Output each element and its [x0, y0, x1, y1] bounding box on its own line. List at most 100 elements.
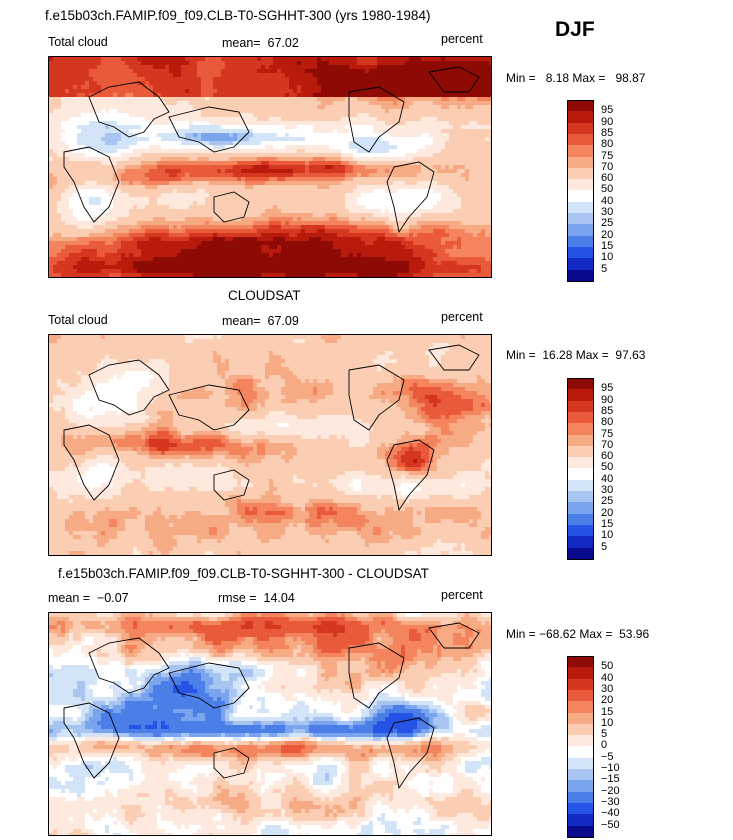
panel1-max-label: Max =	[572, 71, 606, 85]
colorbar-label: 95	[601, 104, 614, 117]
colorbar-label: −15	[601, 773, 620, 786]
panel3-field	[49, 613, 491, 835]
panel1-min-label: Min =	[506, 71, 536, 85]
coastline	[348, 86, 405, 153]
panel3-map	[48, 612, 492, 836]
panel2-min-value: 16.28	[542, 348, 573, 362]
colorbar-label: 10	[601, 716, 614, 729]
colorbar-label: 70	[601, 438, 614, 451]
colorbar-label: 70	[601, 160, 614, 173]
coastline	[428, 622, 480, 649]
panel2-field	[49, 335, 491, 555]
panel3-min-label: Min =	[506, 627, 536, 641]
coastline	[213, 469, 250, 501]
colorbar-label: 50	[601, 461, 614, 474]
colorbar-label: 15	[601, 239, 614, 252]
panel3-min-value: −68.62	[539, 627, 577, 641]
panel3-rmse-label: rmse =	[218, 591, 257, 605]
panel1-minmax: Min = 8.18 Max = 98.87	[506, 71, 645, 85]
colorbar-label: −5	[601, 750, 614, 763]
colorbar-label: 85	[601, 126, 614, 139]
coastline	[348, 364, 405, 431]
colorbar-label: −30	[601, 795, 620, 808]
colorbar-label: 15	[601, 517, 614, 530]
coastline	[168, 106, 250, 153]
panel3-mean: mean = −0.07	[48, 591, 129, 605]
colorbar-label: 40	[601, 671, 614, 684]
colorbar-label: 25	[601, 217, 614, 230]
colorbar-label: 5	[601, 262, 608, 275]
panel3-rmse: rmse = 14.04	[218, 591, 295, 605]
coastline	[63, 424, 120, 501]
coastline	[88, 81, 170, 138]
panel3-rmse-value: 14.04	[263, 591, 295, 605]
coastline	[213, 191, 250, 223]
colorbar-label: 90	[601, 115, 614, 128]
coastline	[168, 662, 250, 709]
coastline	[168, 384, 250, 431]
colorbar-label: 20	[601, 694, 614, 707]
colorbar-label: 85	[601, 404, 614, 417]
panel2-min-label: Min =	[506, 348, 536, 362]
panel2-minmax: Min = 16.28 Max = 97.63	[506, 348, 645, 362]
panel1-mean: mean= 67.02	[222, 36, 299, 50]
panel3-units: percent	[441, 588, 483, 602]
colorbar-label: 15	[601, 705, 614, 718]
colorbar-label: 50	[601, 660, 614, 673]
coastline	[63, 146, 120, 223]
panel1-variable: Total cloud	[48, 35, 108, 49]
coastline	[386, 161, 435, 234]
panel2-units: percent	[441, 310, 483, 324]
panel1-field	[49, 57, 491, 277]
coastline	[63, 702, 120, 779]
panel1-map	[48, 56, 492, 278]
colorbar-label: 5	[601, 728, 608, 741]
coastline	[348, 642, 405, 709]
colorbar-label: 80	[601, 416, 614, 429]
panel3-max-value: 53.96	[619, 627, 650, 641]
panel2-mean-label: mean=	[222, 314, 261, 328]
colorbar-label: 95	[601, 382, 614, 395]
colorbar-label: 80	[601, 138, 614, 151]
panel1-units: percent	[441, 32, 483, 46]
coastline	[88, 637, 170, 694]
panel2-title: CLOUDSAT	[228, 288, 301, 303]
colorbar-label: 40	[601, 472, 614, 485]
colorbar-label: 5	[601, 540, 608, 553]
colorbar-label: 20	[601, 506, 614, 519]
coastline	[88, 359, 170, 416]
colorbar-label: 40	[601, 194, 614, 207]
colorbar-label: 0	[601, 739, 608, 752]
panel2-max-label: Max =	[575, 348, 609, 362]
panel1-mean-value: 67.02	[267, 36, 299, 50]
colorbar-label: 30	[601, 484, 614, 496]
colorbar-frame	[567, 656, 594, 838]
colorbar-label: 10	[601, 529, 614, 542]
coastline	[213, 747, 250, 779]
panel3-mean-value: −0.07	[97, 591, 129, 605]
panel2-mean: mean= 67.09	[222, 314, 299, 328]
panel2-max-value: 97.63	[615, 348, 646, 362]
colorbar-label: −40	[601, 807, 620, 820]
colorbar-label: 60	[601, 450, 614, 463]
coastline	[428, 66, 480, 93]
coastline	[428, 344, 480, 371]
colorbar-label: −50	[601, 818, 620, 831]
panel3-minmax: Min = −68.62 Max = 53.96	[506, 627, 649, 641]
coastline	[386, 439, 435, 512]
panel1-max-value: 98.87	[615, 71, 646, 85]
colorbar-label: 75	[601, 427, 614, 440]
panel2-variable: Total cloud	[48, 313, 108, 327]
colorbar-label: 50	[601, 183, 614, 196]
colorbar-frame	[567, 100, 594, 282]
colorbar-label: 10	[601, 251, 614, 264]
colorbar-label: 25	[601, 495, 614, 508]
panel1-mean-label: mean=	[222, 36, 261, 50]
colorbar-frame	[567, 378, 594, 560]
panel2-mean-value: 67.09	[267, 314, 299, 328]
panel1-min-value: 8.18	[545, 71, 570, 85]
panel3-title: f.e15b03ch.FAMIP.f09_f09.CLB-T0-SGHHT-30…	[58, 566, 429, 581]
panel3-max-label: Max =	[579, 627, 613, 641]
colorbar-label: −20	[601, 784, 620, 797]
colorbar-label: −10	[601, 762, 620, 774]
